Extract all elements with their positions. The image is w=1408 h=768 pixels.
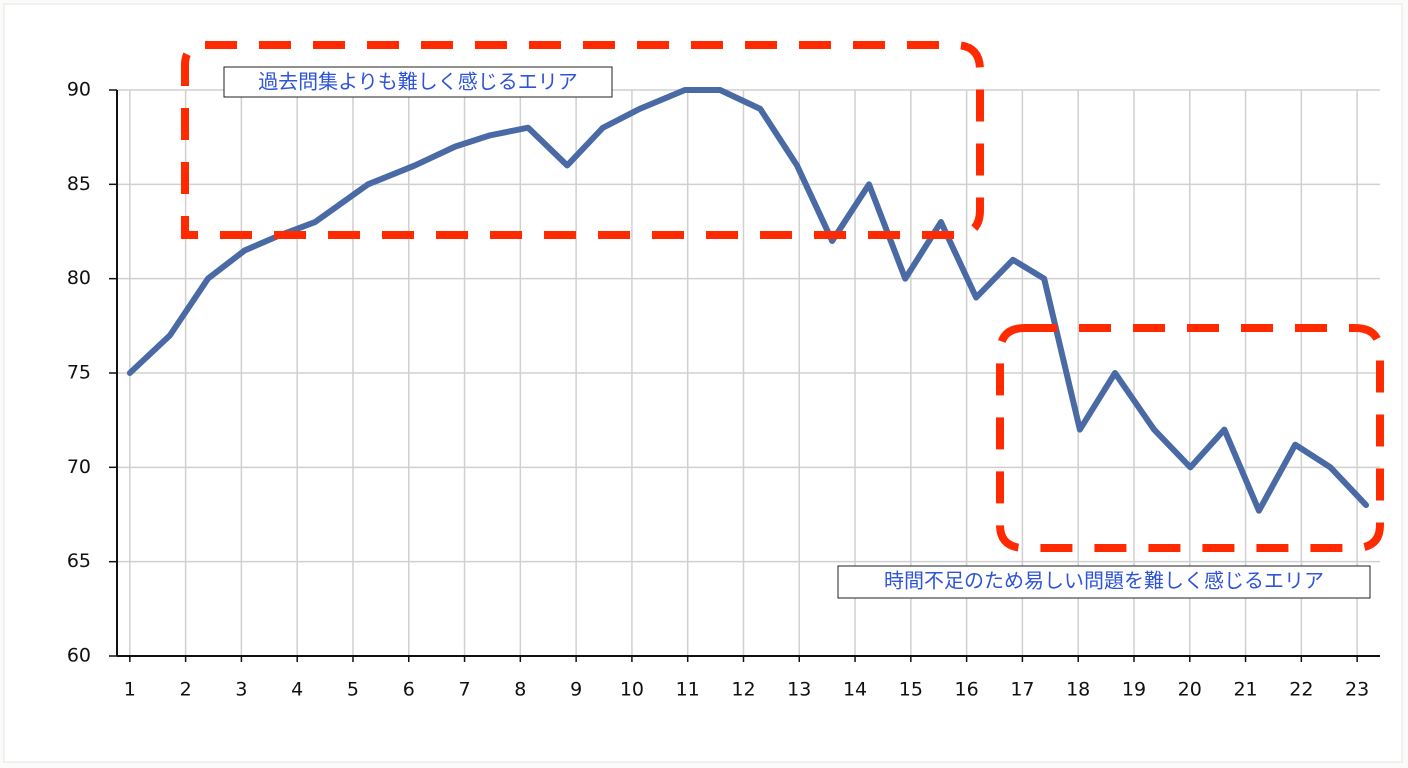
- marks: [126, 87, 1370, 514]
- x-tick-label: 18: [1066, 679, 1090, 701]
- y-tick-label: 60: [67, 645, 91, 667]
- x-tick-label: 19: [1122, 679, 1146, 701]
- annotation-box: [837, 565, 1371, 599]
- x-tick-label: 10: [620, 679, 644, 701]
- y-tick-label: 75: [67, 362, 91, 384]
- annotation: 時間不足のため易しい問題を難しく感じるエリア: [884, 569, 1324, 593]
- x-tick-label: 2: [180, 679, 192, 701]
- y-tick-label: 70: [67, 456, 91, 478]
- y-tick-label: 90: [67, 79, 91, 101]
- x-tick-label: 5: [347, 679, 359, 701]
- x-tick-label: 3: [235, 679, 247, 701]
- x-tick-label: 16: [955, 679, 979, 701]
- x-tick-label: 7: [459, 679, 471, 701]
- x-tick-label: 23: [1345, 679, 1369, 701]
- x-tick-label: 12: [731, 679, 755, 701]
- x-tick-label: 21: [1233, 679, 1257, 701]
- x-tick-label: 4: [291, 679, 303, 701]
- x-tick-label: 20: [1178, 679, 1202, 701]
- plot-frame: [3, 3, 1403, 763]
- annotation: 過去問集よりも難しく感じるエリア: [258, 70, 578, 94]
- x-tick-label: 13: [787, 679, 811, 701]
- x-tick-label: 11: [676, 679, 700, 701]
- x-tick-label: 14: [843, 679, 867, 701]
- x-tick-label: 15: [899, 679, 923, 701]
- x-tick-label: 8: [514, 679, 526, 701]
- x-tick-label: 6: [403, 679, 415, 701]
- annotation-box: [223, 66, 613, 98]
- y-tick-label: 85: [67, 173, 91, 195]
- y-tick-label: 80: [67, 267, 91, 289]
- x-tick-label: 9: [570, 679, 582, 701]
- x-tick-label: 1: [124, 679, 136, 701]
- y-tick-label: 65: [67, 550, 91, 572]
- data-line: [126, 87, 1370, 514]
- x-tick-label: 22: [1289, 679, 1313, 701]
- x-tick-label: 17: [1010, 679, 1034, 701]
- highlight-box: [181, 41, 984, 239]
